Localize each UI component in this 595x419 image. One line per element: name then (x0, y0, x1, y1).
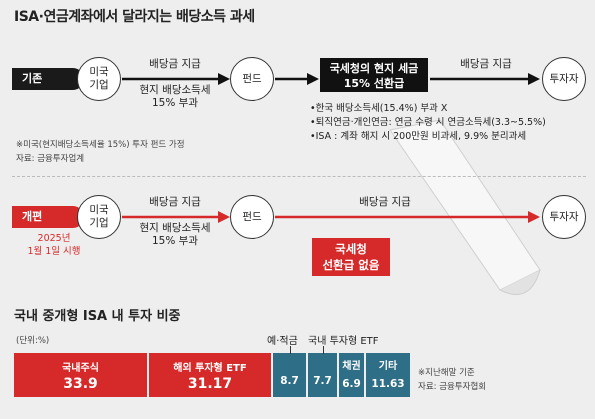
bar-segment-2: 8.7 (273, 353, 306, 397)
us-company-node-revised: 미국 기업 (77, 195, 121, 239)
footnote-assumption: ※미국(현지배당소득세율 15%) 투자 펀드 가정 (16, 140, 185, 150)
revised-tag: 개편 (12, 206, 84, 228)
us-company-line2: 기업 (89, 79, 109, 91)
note-2: •퇴직연금·개인연금: 연금 수령 시 연금소득세(3.3~5.5%) (310, 117, 546, 128)
unit-label: (단위:%) (16, 336, 50, 346)
us-company-line1: 미국 (89, 66, 109, 78)
page-title: ISA·연금계좌에서 달라지는 배당소득 과세 (14, 9, 255, 25)
bar-ext-tick-2 (289, 346, 291, 354)
bar-value-5: 11.63 (371, 378, 405, 390)
arrow-nts-investor (430, 73, 540, 85)
local-tax-label: 현지 배당소득세 15% 부과 (139, 84, 211, 109)
arrow-company-fund-revised (122, 211, 230, 223)
bar-value-2: 8.7 (280, 375, 299, 387)
bar-ext-tick-3 (322, 346, 324, 354)
effective-date: 2025년 1월 1일 시행 (27, 233, 81, 257)
arrow-fund-investor-revised (275, 211, 540, 223)
no-refund-box: 국세청 선환급 없음 (312, 238, 390, 276)
receipt-decoration (389, 120, 541, 295)
nts-refund-box: 국세청의 현지 세금 15% 선환급 (320, 58, 428, 92)
bar-value-4: 6.9 (342, 378, 361, 390)
bar-segment-4: 채권 6.9 (339, 353, 364, 397)
bar-value-1: 31.17 (187, 376, 233, 392)
section-title: 국내 중개형 ISA 내 투자 비중 (14, 309, 181, 324)
bar-label-1: 해외 투자형 ETF (173, 363, 247, 374)
arrow-company-fund (122, 73, 230, 85)
note-1: •한국 배당소득세(15.4%) 부과 X (310, 103, 448, 114)
bar-segment-3: 7.7 (308, 353, 337, 397)
fund-node: 펀드 (230, 57, 274, 101)
dividend-label: 배당금 지급 (149, 58, 201, 70)
dividend-label-revised: 배당금 지급 (149, 196, 201, 208)
current-notes: •한국 배당소득세(15.4%) 부과 X •퇴직연금·개인연금: 연금 수령 … (310, 102, 590, 144)
bar-segment-1: 해외 투자형 ETF 31.17 (149, 353, 271, 397)
bar-value-0: 33.9 (63, 376, 98, 392)
bar-value-3: 7.7 (313, 375, 332, 387)
bar-label-0: 국내주식 (62, 363, 99, 374)
local-tax-label-revised: 현지 배당소득세 15% 부과 (139, 222, 211, 247)
dividend-label-2: 배당금 지급 (460, 58, 512, 70)
bar-ext-label-2: 예·적금 (267, 336, 298, 347)
dividend-label-revised-2: 배당금 지급 (359, 196, 411, 208)
divider (12, 176, 586, 177)
bar-label-4: 채권 (342, 361, 361, 372)
footnote-source: 자료: 금융투자업계 (16, 154, 85, 164)
bar-label-5: 기타 (378, 361, 398, 372)
investor-node-revised: 투자자 (542, 195, 586, 239)
bar-segment-5: 기타 11.63 (366, 353, 410, 397)
arrow-fund-nts (275, 73, 319, 85)
chart-note-basis: ※지난해말 기준 (418, 368, 475, 378)
note-3: •ISA : 계좌 해지 시 200만원 비과세, 9.9% 분리과세 (310, 131, 527, 142)
bar-segment-0: 국내주식 33.9 (14, 353, 147, 397)
current-tag: 기존 (12, 68, 84, 90)
bar-ext-label-3: 국내 투자형 ETF (308, 336, 379, 347)
chart-note-source: 자료: 금융투자협회 (418, 382, 487, 392)
fund-node-revised: 펀드 (230, 195, 274, 239)
investor-node: 투자자 (542, 57, 586, 101)
us-company-node: 미국 기업 (77, 57, 121, 101)
